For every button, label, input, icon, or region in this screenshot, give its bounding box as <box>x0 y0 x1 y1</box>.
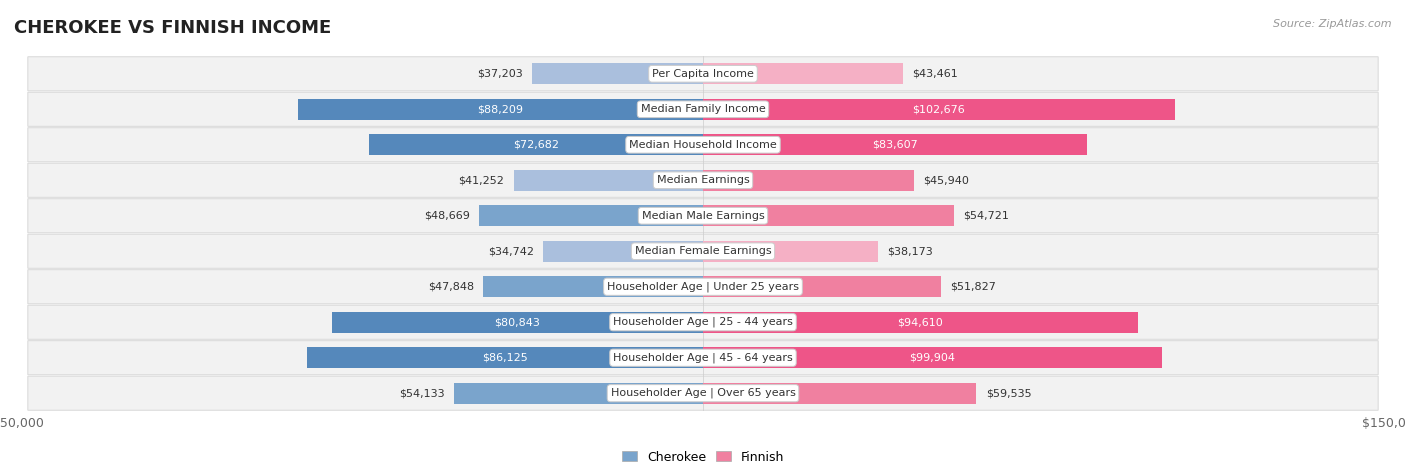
Text: $37,203: $37,203 <box>477 69 523 79</box>
Bar <box>703 64 903 84</box>
Text: Per Capita Income: Per Capita Income <box>652 69 754 79</box>
Bar <box>703 170 914 191</box>
Text: $34,742: $34,742 <box>488 246 534 256</box>
Bar <box>703 99 1174 120</box>
Text: $45,940: $45,940 <box>924 175 969 185</box>
Text: $102,676: $102,676 <box>912 104 965 114</box>
Text: $48,669: $48,669 <box>425 211 470 221</box>
Bar <box>370 134 703 155</box>
FancyBboxPatch shape <box>28 57 1378 91</box>
Text: Median Female Earnings: Median Female Earnings <box>634 246 772 256</box>
Text: $94,610: $94,610 <box>897 317 943 327</box>
Bar <box>298 99 703 120</box>
Text: $88,209: $88,209 <box>478 104 523 114</box>
Bar <box>454 383 703 403</box>
Text: $38,173: $38,173 <box>887 246 934 256</box>
FancyBboxPatch shape <box>28 376 1378 410</box>
Text: Median Earnings: Median Earnings <box>657 175 749 185</box>
Bar <box>479 205 703 226</box>
Text: Householder Age | Over 65 years: Householder Age | Over 65 years <box>610 388 796 398</box>
FancyBboxPatch shape <box>28 199 1378 233</box>
Text: $83,607: $83,607 <box>872 140 918 150</box>
Text: $86,125: $86,125 <box>482 353 529 363</box>
Text: $99,904: $99,904 <box>910 353 956 363</box>
Bar <box>308 347 703 368</box>
Text: $72,682: $72,682 <box>513 140 560 150</box>
Bar <box>703 134 1087 155</box>
FancyBboxPatch shape <box>28 163 1378 197</box>
FancyBboxPatch shape <box>28 270 1378 304</box>
Text: $47,848: $47,848 <box>427 282 474 292</box>
Bar <box>703 241 879 262</box>
Bar <box>703 205 955 226</box>
Text: Median Family Income: Median Family Income <box>641 104 765 114</box>
Bar <box>544 241 703 262</box>
Text: Median Male Earnings: Median Male Earnings <box>641 211 765 221</box>
Bar <box>703 276 941 297</box>
Text: $54,133: $54,133 <box>399 388 446 398</box>
FancyBboxPatch shape <box>28 128 1378 162</box>
Bar <box>703 347 1161 368</box>
Bar <box>484 276 703 297</box>
Bar <box>703 383 976 403</box>
Text: Householder Age | 25 - 44 years: Householder Age | 25 - 44 years <box>613 317 793 327</box>
Legend: Cherokee, Finnish: Cherokee, Finnish <box>617 446 789 467</box>
FancyBboxPatch shape <box>28 341 1378 375</box>
Text: Householder Age | 45 - 64 years: Householder Age | 45 - 64 years <box>613 353 793 363</box>
Bar <box>531 64 703 84</box>
Text: $43,461: $43,461 <box>912 69 957 79</box>
FancyBboxPatch shape <box>28 92 1378 126</box>
FancyBboxPatch shape <box>28 234 1378 268</box>
Bar <box>703 312 1137 333</box>
Text: Median Household Income: Median Household Income <box>628 140 778 150</box>
Text: $80,843: $80,843 <box>495 317 540 327</box>
Text: $41,252: $41,252 <box>458 175 505 185</box>
Text: Source: ZipAtlas.com: Source: ZipAtlas.com <box>1274 19 1392 28</box>
Bar <box>513 170 703 191</box>
Text: Householder Age | Under 25 years: Householder Age | Under 25 years <box>607 282 799 292</box>
Bar <box>332 312 703 333</box>
Text: $51,827: $51,827 <box>950 282 995 292</box>
Text: $54,721: $54,721 <box>963 211 1010 221</box>
FancyBboxPatch shape <box>28 305 1378 339</box>
Text: CHEROKEE VS FINNISH INCOME: CHEROKEE VS FINNISH INCOME <box>14 19 332 37</box>
Text: $59,535: $59,535 <box>986 388 1031 398</box>
